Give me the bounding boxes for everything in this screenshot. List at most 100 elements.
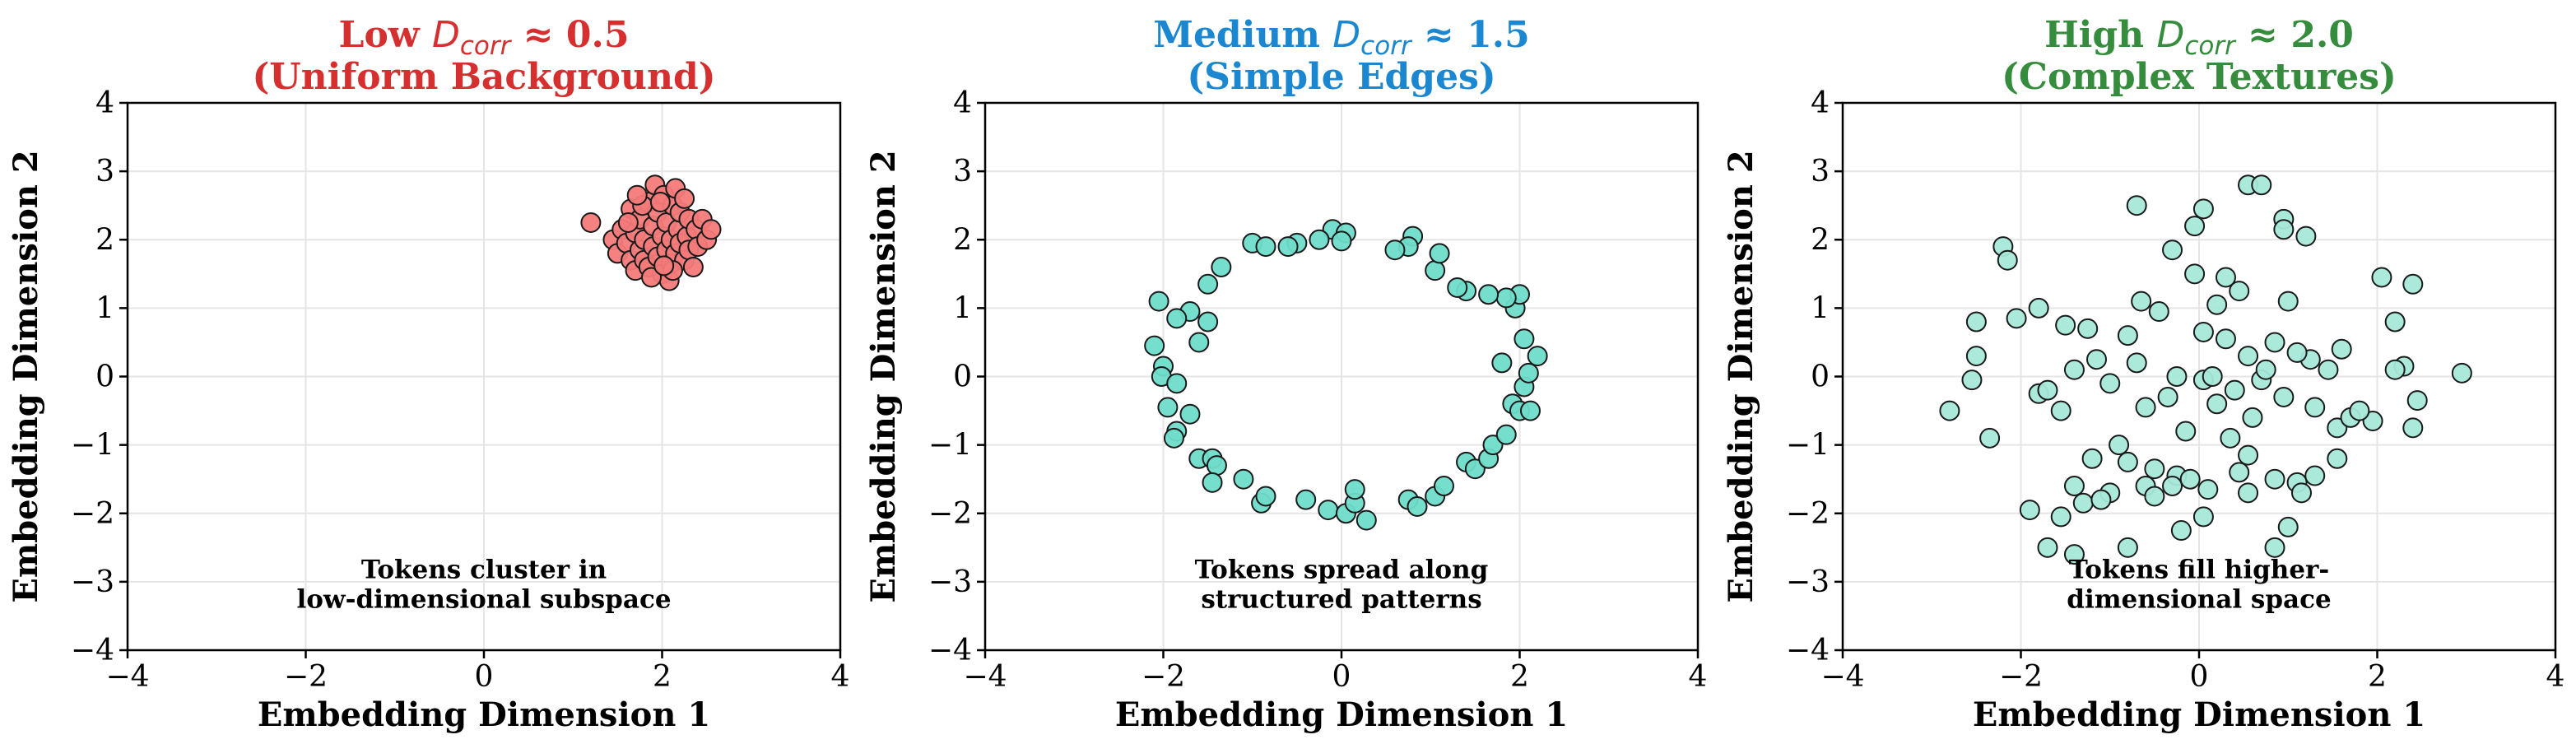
chart-subtitle: (Simple Edges)	[1187, 56, 1495, 98]
data-point	[2131, 291, 2152, 312]
x-tick-label: −2	[284, 660, 328, 694]
y-tick-label: 2	[953, 223, 972, 257]
data-point	[1495, 424, 1517, 445]
data-point	[617, 212, 639, 233]
data-point	[2327, 448, 2348, 469]
data-point	[1309, 229, 1330, 250]
y-tick-label: 4	[95, 86, 114, 120]
data-point	[1491, 352, 1513, 374]
scatter-panel-2: −4 −2 0 2 4 −4 −3 −2 −1 0 1 2 3 4 Embedding Dimension …	[864, 14, 1707, 734]
data-point	[2451, 362, 2472, 384]
data-point	[2264, 537, 2285, 558]
data-point	[2349, 400, 2370, 421]
data-point	[2215, 267, 2236, 288]
data-point	[1318, 500, 1339, 521]
data-point	[2206, 294, 2228, 315]
y-tick-label: −2	[928, 497, 972, 531]
data-point	[2050, 506, 2071, 528]
data-point	[1939, 400, 1960, 421]
x-tick-label: 0	[2190, 660, 2209, 694]
y-tick-label: 1	[953, 291, 972, 325]
data-point	[2197, 479, 2219, 500]
data-point	[1255, 236, 1276, 258]
data-point	[1202, 472, 1223, 493]
y-tick-label: 2	[95, 223, 114, 257]
data-point	[1433, 476, 1454, 496]
data-point	[1144, 335, 1165, 356]
y-tick-label: −3	[71, 565, 114, 599]
data-point	[2090, 489, 2112, 510]
annotation-text: Tokens spread along	[1195, 556, 1489, 585]
data-point	[2099, 373, 2121, 394]
y-tick-label: 1	[95, 291, 114, 325]
y-tick-label: 1	[1811, 291, 1830, 325]
data-point	[2331, 338, 2352, 360]
x-tick-label: −2	[1999, 660, 2043, 694]
data-point	[2229, 281, 2250, 302]
data-point	[2192, 506, 2214, 528]
y-tick-label: −1	[1786, 429, 1830, 463]
scatter-panel-3: −4 −2 0 2 4 −4 −3 −2 −1 0 1 2 3 4 Embedding Dimension …	[1722, 14, 2564, 734]
data-point	[2063, 359, 2085, 380]
points	[1939, 174, 2472, 565]
data-point	[2264, 468, 2285, 490]
data-point	[1965, 346, 1987, 367]
data-point	[2063, 544, 2085, 565]
data-point	[2028, 297, 2049, 319]
y-tick-label: 3	[1811, 155, 1830, 188]
data-point	[2019, 500, 2040, 521]
data-point	[2117, 451, 2138, 472]
x-tick-label: −2	[1142, 660, 1185, 694]
data-point	[2126, 352, 2147, 374]
title-subscript: corr	[460, 31, 513, 61]
data-point	[2251, 174, 2272, 196]
y-axis-label: Embedding Dimension 2	[1722, 150, 1760, 602]
x-tick-label: 4	[2546, 660, 2565, 694]
data-point	[1527, 346, 1548, 367]
y-tick-label: −1	[71, 429, 114, 463]
data-point	[1355, 509, 1377, 531]
data-point	[2175, 421, 2197, 442]
title-symbol: D	[432, 14, 460, 56]
data-point	[1166, 373, 1188, 394]
y-tick-label: −4	[71, 634, 114, 667]
title-symbol: D	[1332, 14, 1360, 56]
data-point	[2192, 321, 2214, 342]
data-point	[2273, 219, 2295, 240]
data-point	[2162, 476, 2183, 496]
data-point	[2229, 462, 2250, 483]
chart-title: Low Dcorr ≈ 0.5	[339, 14, 630, 61]
y-tick-label: −2	[71, 497, 114, 531]
data-point	[1495, 287, 1517, 309]
data-point	[2157, 386, 2178, 407]
data-point	[1344, 479, 1365, 500]
data-point	[2037, 379, 2058, 401]
title-prefix: Medium	[1153, 14, 1332, 56]
x-axis-label: Embedding Dimension 1	[1973, 695, 2425, 734]
data-point	[2144, 486, 2165, 507]
annotation-text: Tokens fill higher-	[2069, 556, 2330, 585]
data-point	[2238, 346, 2259, 367]
y-tick-label: 3	[953, 155, 972, 188]
y-tick-label: −3	[1786, 565, 1830, 599]
data-point	[2277, 516, 2299, 537]
data-point	[2277, 291, 2299, 312]
data-point	[2406, 390, 2428, 412]
data-point	[2402, 273, 2424, 295]
data-point	[2304, 465, 2326, 486]
data-point	[1211, 257, 1232, 277]
y-tick-label: 2	[1811, 223, 1830, 257]
data-point	[2371, 267, 2392, 288]
y-tick-label: −3	[928, 565, 972, 599]
annotation-text: Tokens cluster in	[361, 556, 607, 585]
data-point	[2148, 301, 2169, 323]
data-point	[2202, 366, 2223, 387]
data-point	[2050, 400, 2071, 421]
points	[580, 174, 722, 291]
data-point	[1295, 489, 1317, 510]
data-point	[1163, 427, 1184, 449]
data-point	[2072, 492, 2094, 514]
data-point	[2273, 386, 2295, 407]
chart-title: Medium Dcorr ≈ 1.5	[1153, 14, 1530, 61]
data-point	[2179, 468, 2201, 490]
